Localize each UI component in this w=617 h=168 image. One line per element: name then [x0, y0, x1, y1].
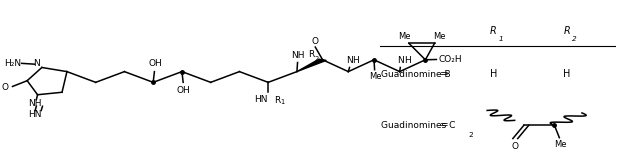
Text: 1: 1 — [280, 99, 284, 105]
Text: R: R — [275, 96, 281, 105]
Text: OH: OH — [177, 86, 191, 95]
Text: 2: 2 — [468, 132, 473, 138]
Text: 2: 2 — [572, 36, 577, 42]
Text: NH: NH — [28, 98, 42, 108]
Text: N: N — [397, 56, 404, 65]
Text: HN: HN — [254, 95, 268, 104]
Text: 1: 1 — [499, 36, 503, 42]
Text: R: R — [490, 26, 497, 36]
Text: N: N — [33, 59, 40, 68]
Text: Guadinomines C: Guadinomines C — [381, 121, 456, 130]
Text: Me: Me — [433, 32, 445, 41]
Text: =: = — [440, 69, 449, 79]
Text: 2: 2 — [314, 56, 318, 62]
Text: H₂N: H₂N — [4, 59, 21, 68]
Text: HN: HN — [28, 110, 42, 119]
Text: NH: NH — [291, 51, 305, 60]
Polygon shape — [297, 59, 326, 72]
Text: O: O — [312, 37, 319, 46]
Text: R: R — [308, 50, 314, 59]
Text: Guadinomine B: Guadinomine B — [381, 70, 451, 79]
Text: Me: Me — [369, 72, 381, 81]
Text: H: H — [563, 69, 570, 79]
Text: R: R — [563, 26, 570, 36]
Text: O: O — [511, 142, 518, 151]
Text: H: H — [404, 56, 410, 65]
Text: N: N — [346, 56, 353, 65]
Text: Me: Me — [554, 140, 567, 149]
Text: CO₂H: CO₂H — [439, 55, 463, 64]
Text: =: = — [440, 120, 449, 130]
Text: O: O — [2, 83, 9, 92]
Text: H: H — [489, 69, 497, 79]
Text: OH: OH — [148, 59, 162, 68]
Text: H: H — [352, 56, 359, 65]
Text: Me: Me — [398, 32, 410, 41]
